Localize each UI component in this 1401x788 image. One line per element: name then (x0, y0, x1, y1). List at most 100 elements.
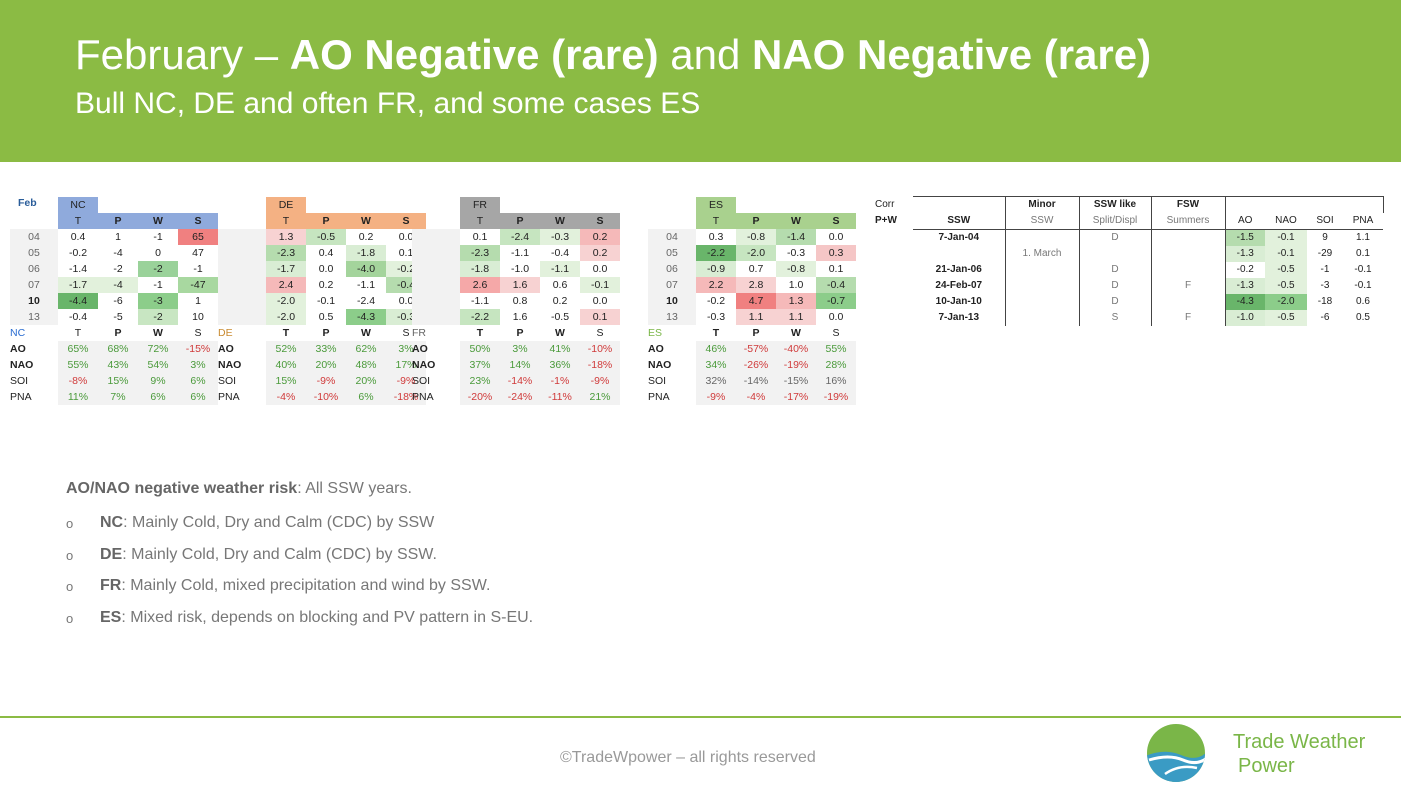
corr-row: PNA -9% -4% -17% -19% (648, 389, 856, 405)
ssw-table: Corr Minor SSW like FSW P+W SSW SSW Split/Displ… (875, 196, 1384, 326)
value-cell: 0 (138, 245, 178, 261)
value-cell: 0.2 (580, 229, 620, 245)
ssw-cell: -0.5 (1265, 278, 1307, 294)
corr-row: PNA -4% -10% 6% -18% (218, 389, 426, 405)
ssw-subheader: NAO (1265, 213, 1307, 230)
index-label: AO (412, 343, 428, 355)
value-cell: -2.0 (736, 245, 776, 261)
corr-cell: 17% (386, 357, 426, 373)
year-label (218, 261, 266, 277)
corr-cell: 72% (138, 341, 178, 357)
corr-cell: -9% (696, 389, 736, 405)
value-cell: -3 (138, 293, 178, 309)
value-cell: 0.1 (580, 309, 620, 325)
corr-cell: -19% (816, 389, 856, 405)
year-label (412, 309, 460, 325)
ssw-cell: 0.6 (1356, 296, 1370, 307)
year-label (412, 245, 460, 261)
ssw-cell (1004, 229, 1079, 246)
year-label: 05 (648, 245, 696, 261)
value-cell: 1.1 (736, 309, 776, 325)
ssw-cell (1078, 246, 1151, 262)
index-label: AO (218, 343, 234, 355)
value-cell: 0.0 (816, 309, 856, 325)
value-cell: -1.8 (460, 261, 500, 277)
corr-cell: 55% (58, 357, 98, 373)
risk-text: : Mixed risk, depends on blocking and PV… (121, 608, 534, 626)
corr-cell: 14% (500, 357, 540, 373)
table-row: -1.8 -1.0 -1.1 0.0 (412, 261, 620, 277)
corr-col-header: S (832, 327, 840, 339)
corr-cell: -18% (386, 389, 426, 405)
corr-col-header: W (555, 327, 565, 339)
corr-col-header: W (153, 327, 163, 339)
trade-weather-power-logo-icon (1147, 724, 1205, 782)
ssw-cell: F (1150, 278, 1225, 294)
corr-cell: 20% (306, 357, 346, 373)
value-cell: -0.2 (696, 293, 736, 309)
ssw-header (1224, 196, 1265, 213)
table-row: 2.4 0.2 -1.1 -0.4 (218, 277, 426, 293)
year-label: 04 (648, 229, 696, 245)
ssw-row: 21-Jan-06 D -0.2 -0.5 -1 -0.1 (875, 262, 1383, 278)
ssw-cell (875, 246, 913, 262)
value-cell: -0.3 (776, 245, 816, 261)
value-cell: 0.0 (580, 261, 620, 277)
col-header: P (98, 213, 138, 229)
value-cell: -0.1 (580, 277, 620, 293)
ssw-cell: -3 (1320, 280, 1330, 291)
risk-region: FR (100, 577, 122, 594)
corr-cell: -14% (736, 373, 776, 389)
value-cell: 2.4 (266, 277, 306, 293)
blank-cell (816, 197, 856, 213)
ssw-cell (1150, 229, 1225, 246)
corr-cell: 50% (460, 341, 500, 357)
index-label: PNA (412, 391, 434, 403)
corr-col-header: W (791, 327, 801, 339)
value-cell: 0.3 (816, 245, 856, 261)
footer-rule (0, 716, 1401, 718)
risk-lead: AO/NAO negative weather risk: All SSW ye… (66, 480, 412, 497)
blank-cell (580, 197, 620, 213)
label-spacer (412, 213, 460, 229)
ssw-cell (913, 246, 1005, 262)
corr-row: NAO 40% 20% 48% 17% (218, 357, 426, 373)
corr-cell: -18% (580, 357, 620, 373)
value-cell: -2.4 (500, 229, 540, 245)
year-label (412, 293, 460, 309)
blank-cell (500, 197, 540, 213)
table-row: -2.0 -0.1 -2.4 0.0 (218, 293, 426, 309)
col-header: W (138, 213, 178, 229)
year-label: 13 (648, 309, 696, 325)
corr-row: SOI -8% 15% 9% 6% (10, 373, 218, 389)
corr-row: NAO 34% -26% -19% 28% (648, 357, 856, 373)
corr-row: AO 50% 3% 41% -10% (412, 341, 620, 357)
risk-item: o NC: Mainly Cold, Dry and Calm (CDC) by … (66, 514, 533, 546)
col-header: S (580, 213, 620, 229)
table-row: 05 -0.2 -4 0 47 (10, 245, 218, 261)
value-cell: -2.2 (460, 309, 500, 325)
value-cell: 0.0 (580, 293, 620, 309)
value-cell: 0.3 (696, 229, 736, 245)
value-cell: -2 (98, 261, 138, 277)
corr-region-label: DE (218, 327, 233, 339)
value-cell: 0.0 (306, 261, 346, 277)
value-cell: 0.5 (306, 309, 346, 325)
corr-cell: 40% (266, 357, 306, 373)
corr-cell: 3% (178, 357, 218, 373)
corr-cell: -20% (460, 389, 500, 405)
value-cell: 0.7 (736, 261, 776, 277)
ssw-cell: 0.5 (1356, 312, 1370, 323)
ssw-header (913, 196, 1005, 213)
value-cell: -2.3 (460, 245, 500, 261)
corr-col-header: S (402, 327, 410, 339)
value-cell: -0.7 (816, 293, 856, 309)
corr-col-header: T (476, 327, 484, 339)
ssw-header (1343, 196, 1384, 213)
corr-col-header: T (712, 327, 720, 339)
bullet-icon: o (66, 579, 74, 594)
value-cell: -0.4 (816, 277, 856, 293)
ssw-cell: -0.1 (1354, 264, 1372, 275)
value-cell: -1 (138, 229, 178, 245)
ssw-row: 7-Jan-04 D -1.5 -0.1 9 1.1 (875, 229, 1383, 246)
